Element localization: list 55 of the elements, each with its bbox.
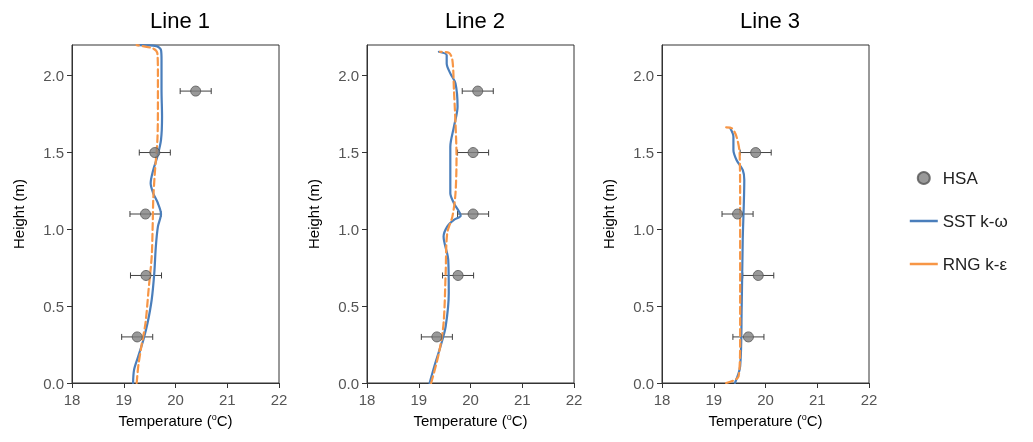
y-tick-label: 0.0 [633, 374, 654, 392]
chart-title: Line 3 [740, 7, 800, 33]
y-tick-label: 2.0 [338, 67, 359, 85]
point [467, 208, 479, 220]
y-tick-label: 1.0 [43, 220, 64, 238]
y-tick-label: 0.0 [43, 374, 64, 392]
x-tick-label: 20 [757, 391, 774, 408]
point [750, 147, 762, 159]
point [190, 85, 202, 97]
y-axis-title: Height (m) [600, 178, 617, 250]
x-tick-label: 22 [565, 391, 583, 408]
point [431, 331, 443, 343]
x-tick-label: 21 [808, 391, 826, 408]
x-tick-label: 18 [63, 391, 81, 408]
x-tick-label: 20 [462, 391, 479, 408]
point [732, 208, 744, 220]
legend-label: SST k-ω [942, 211, 1008, 231]
point [131, 331, 143, 343]
point [752, 269, 764, 281]
chart-title: Line 1 [150, 7, 210, 33]
x-tick-label: 22 [860, 391, 878, 408]
y-tick-label: 1.0 [338, 220, 359, 238]
y-tick-label: 1.5 [43, 144, 64, 162]
x-tick-label: 21 [513, 391, 531, 408]
y-tick-label: 1.5 [633, 144, 654, 162]
chart-title: Line 2 [445, 7, 505, 33]
x-tick-label: 19 [410, 391, 428, 408]
y-tick-label: 0.5 [633, 297, 654, 315]
x-tick-label: 18 [653, 391, 671, 408]
x-tick-label: 18 [358, 391, 376, 408]
x-tick-label: 21 [218, 391, 236, 408]
y-tick-label: 2.0 [43, 67, 64, 85]
line-series [729, 127, 746, 385]
y-tick-label: 0.5 [43, 297, 64, 315]
x-tick-label: 22 [270, 391, 288, 408]
legend-label: RNG k-ε [942, 254, 1008, 274]
x-tick-label: 20 [167, 391, 184, 408]
point [149, 147, 161, 159]
point [472, 85, 484, 97]
y-axis-title: Height (m) [305, 178, 322, 250]
point [140, 208, 151, 220]
legend-label: HSA [942, 168, 979, 188]
x-tick-label: 19 [115, 391, 133, 408]
point [742, 331, 754, 343]
y-tick-label: 0.5 [338, 297, 359, 315]
point [452, 269, 464, 281]
line-series [725, 126, 742, 385]
y-tick-label: 0.0 [338, 374, 359, 392]
y-tick-label: 1.0 [633, 220, 654, 238]
y-tick-label: 1.5 [338, 144, 359, 162]
point [467, 147, 479, 159]
x-tick-label: 19 [705, 391, 723, 408]
y-tick-label: 2.0 [633, 67, 654, 85]
y-axis-title: Height (m) [10, 178, 27, 250]
point [140, 269, 152, 281]
